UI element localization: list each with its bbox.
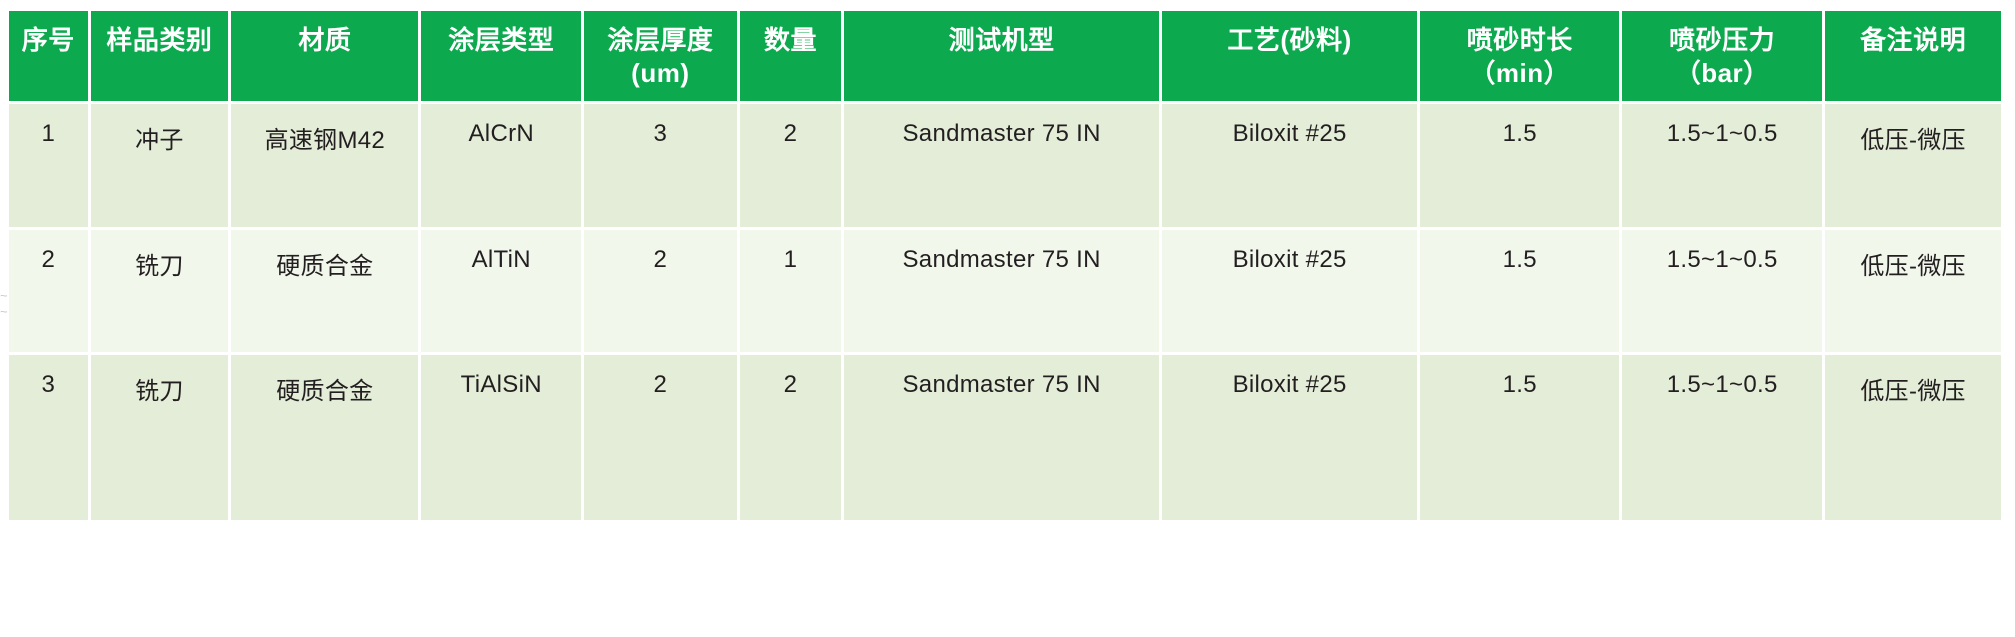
column-header-coating-thickness[interactable]: 涂层厚度 (um) [584,11,737,101]
column-header-process-media[interactable]: 工艺(砂料) [1161,11,1418,101]
cell-test-machine: Sandmaster 75 IN [844,103,1159,227]
cell-coating-type: AlTiN [421,229,582,352]
table-container: 序号 样品类别 材质 涂层类型 涂层厚度 (um) 数量 测试机型 工艺(砂料)… [6,8,2004,523]
column-header-remark[interactable]: 备注说明 [1825,11,2001,101]
cell-index: 3 [9,354,88,520]
cell-coating-thickness: 2 [584,229,737,352]
left-edge-artifact-2: ~ [0,305,7,318]
cell-index: 2 [9,229,88,352]
cell-process-media: Biloxit #25 [1161,354,1418,520]
table-row[interactable]: 3 铣刀 硬质合金 TiAlSiN 2 2 Sandmaster 75 IN B… [9,354,2001,520]
column-header-blast-time[interactable]: 喷砂时长 （min） [1420,11,1620,101]
column-header-blast-pressure[interactable]: 喷砂压力 （bar） [1622,11,1823,101]
cell-process-media: Biloxit #25 [1161,103,1418,227]
sample-blasting-parameters-table: 序号 样品类别 材质 涂层类型 涂层厚度 (um) 数量 测试机型 工艺(砂料)… [6,8,2004,523]
cell-sample-category: 铣刀 [90,229,229,352]
left-edge-artifact-1: ~ [0,289,7,302]
cell-quantity: 2 [739,103,842,227]
column-header-test-machine[interactable]: 测试机型 [844,11,1159,101]
cell-remark: 低压-微压 [1825,229,2001,352]
column-header-index[interactable]: 序号 [9,11,88,101]
cell-test-machine: Sandmaster 75 IN [844,229,1159,352]
column-header-sample-category[interactable]: 样品类别 [90,11,229,101]
cell-blast-time: 1.5 [1420,354,1620,520]
table-row[interactable]: 2 铣刀 硬质合金 AlTiN 2 1 Sandmaster 75 IN Bil… [9,229,2001,352]
cell-blast-time: 1.5 [1420,103,1620,227]
cell-quantity: 1 [739,229,842,352]
header-row: 序号 样品类别 材质 涂层类型 涂层厚度 (um) 数量 测试机型 工艺(砂料)… [9,11,2001,101]
column-header-quantity[interactable]: 数量 [739,11,842,101]
cell-quantity: 2 [739,354,842,520]
table-body: 1 冲子 高速钢M42 AlCrN 3 2 Sandmaster 75 IN B… [9,103,2001,520]
cell-blast-pressure: 1.5~1~0.5 [1622,103,1823,227]
cell-index: 1 [9,103,88,227]
cell-material: 高速钢M42 [231,103,419,227]
column-header-material[interactable]: 材质 [231,11,419,101]
table-row[interactable]: 1 冲子 高速钢M42 AlCrN 3 2 Sandmaster 75 IN B… [9,103,2001,227]
column-header-coating-type[interactable]: 涂层类型 [421,11,582,101]
cell-blast-pressure: 1.5~1~0.5 [1622,229,1823,352]
table-header: 序号 样品类别 材质 涂层类型 涂层厚度 (um) 数量 测试机型 工艺(砂料)… [9,11,2001,101]
cell-sample-category: 铣刀 [90,354,229,520]
cell-coating-thickness: 3 [584,103,737,227]
cell-remark: 低压-微压 [1825,354,2001,520]
cell-coating-thickness: 2 [584,354,737,520]
cell-material: 硬质合金 [231,229,419,352]
cell-coating-type: AlCrN [421,103,582,227]
cell-test-machine: Sandmaster 75 IN [844,354,1159,520]
cell-blast-pressure: 1.5~1~0.5 [1622,354,1823,520]
cell-process-media: Biloxit #25 [1161,229,1418,352]
cell-remark: 低压-微压 [1825,103,2001,227]
cell-blast-time: 1.5 [1420,229,1620,352]
cell-coating-type: TiAlSiN [421,354,582,520]
cell-material: 硬质合金 [231,354,419,520]
cell-sample-category: 冲子 [90,103,229,227]
